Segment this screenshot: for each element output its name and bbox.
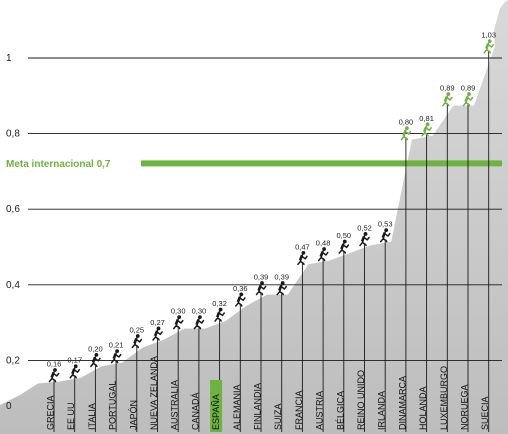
value-label: 0,20 xyxy=(88,344,103,353)
category-label: BÉLGICA xyxy=(335,391,345,430)
value-label: 0,30 xyxy=(192,307,207,316)
category-label: NUEVA ZELANDA xyxy=(149,356,159,430)
hiker-icon xyxy=(193,315,205,330)
value-label: 0,89 xyxy=(440,84,455,93)
y-tick-label: 0,8 xyxy=(6,129,20,140)
value-label: 0,17 xyxy=(67,356,82,365)
y-tick-label: 0,4 xyxy=(6,280,20,291)
hiker-icon xyxy=(483,39,495,54)
hiker-icon xyxy=(255,281,267,296)
y-tick-label: 0,2 xyxy=(6,355,20,366)
value-label: 0,47 xyxy=(295,242,310,251)
hiker-icon xyxy=(400,126,412,141)
category-label: ITALIA xyxy=(87,403,97,430)
hiker-icon xyxy=(172,315,184,330)
category-label: AUSTRIA xyxy=(315,391,325,430)
hiker-icon xyxy=(338,239,350,254)
value-label: 0,32 xyxy=(212,299,227,308)
category-label: NORUEGA xyxy=(460,384,470,430)
category-label: REINO UNIDO xyxy=(356,370,366,430)
category-label: FRANCIA xyxy=(294,390,304,430)
value-label: 0,36 xyxy=(233,284,248,293)
hiker-icon xyxy=(69,364,81,379)
hiker-icon xyxy=(48,368,60,383)
category-label: CANADÁ xyxy=(190,392,200,430)
hiker-icon xyxy=(235,292,246,307)
value-label: 0,53 xyxy=(378,220,393,229)
value-label: 0,27 xyxy=(150,318,165,327)
hiker-icon xyxy=(359,232,370,247)
y-tick-label: 1 xyxy=(6,53,12,64)
category-label: PORTUGAL xyxy=(108,381,118,430)
hiker-icon xyxy=(462,92,474,107)
hiker-icon xyxy=(276,281,288,296)
hiker-icon xyxy=(152,326,163,341)
category-label: JAPÓN xyxy=(128,400,138,430)
category-label: DINAMARCA xyxy=(397,376,407,430)
hiker-icon xyxy=(110,349,122,364)
category-label: ALEMANIA xyxy=(232,384,242,430)
highlight-box xyxy=(210,380,223,432)
hiker-icon xyxy=(421,122,432,137)
value-label: 0,21 xyxy=(109,341,124,350)
y-tick-label: 0,6 xyxy=(6,204,20,215)
value-label: 0,39 xyxy=(254,273,269,282)
value-label: 0,30 xyxy=(171,307,186,316)
value-label: 0,25 xyxy=(129,326,144,335)
category-label: SUIZA xyxy=(273,403,283,430)
hiker-icon xyxy=(442,92,453,107)
hiker-icon xyxy=(131,334,143,349)
hiker-icon xyxy=(90,353,101,368)
value-label: 0,80 xyxy=(399,118,414,127)
category-label: IRLANDA xyxy=(377,391,387,430)
value-label: 0,81 xyxy=(419,114,434,123)
hiker-icon xyxy=(297,250,308,266)
value-label: 0,48 xyxy=(316,239,331,248)
hiker-icon xyxy=(317,247,329,262)
value-label: 0,89 xyxy=(461,84,476,93)
y-tick-label: 0 xyxy=(6,401,12,412)
category-label: HOLANDA xyxy=(418,386,428,430)
category-label: FINLANDIA xyxy=(253,383,263,430)
value-label: 0,50 xyxy=(336,231,351,240)
value-label: 1,03 xyxy=(481,31,496,40)
category-label: SUECIA xyxy=(480,396,490,430)
value-label: 0,52 xyxy=(357,223,372,232)
hiker-icon xyxy=(214,307,225,322)
category-label: AUSTRALIA xyxy=(170,380,180,430)
category-label: ESPAÑA xyxy=(211,394,221,430)
hiker-icon xyxy=(379,228,391,243)
category-label: LUXEMBURGO xyxy=(439,366,449,430)
category-label: EE UU xyxy=(66,402,76,430)
goal-line xyxy=(141,160,502,167)
value-label: 0,16 xyxy=(47,360,62,369)
value-label: 0,39 xyxy=(274,273,289,282)
category-label: GRECIA xyxy=(46,395,56,430)
goal-label: Meta internacional 0,7 xyxy=(6,159,111,170)
